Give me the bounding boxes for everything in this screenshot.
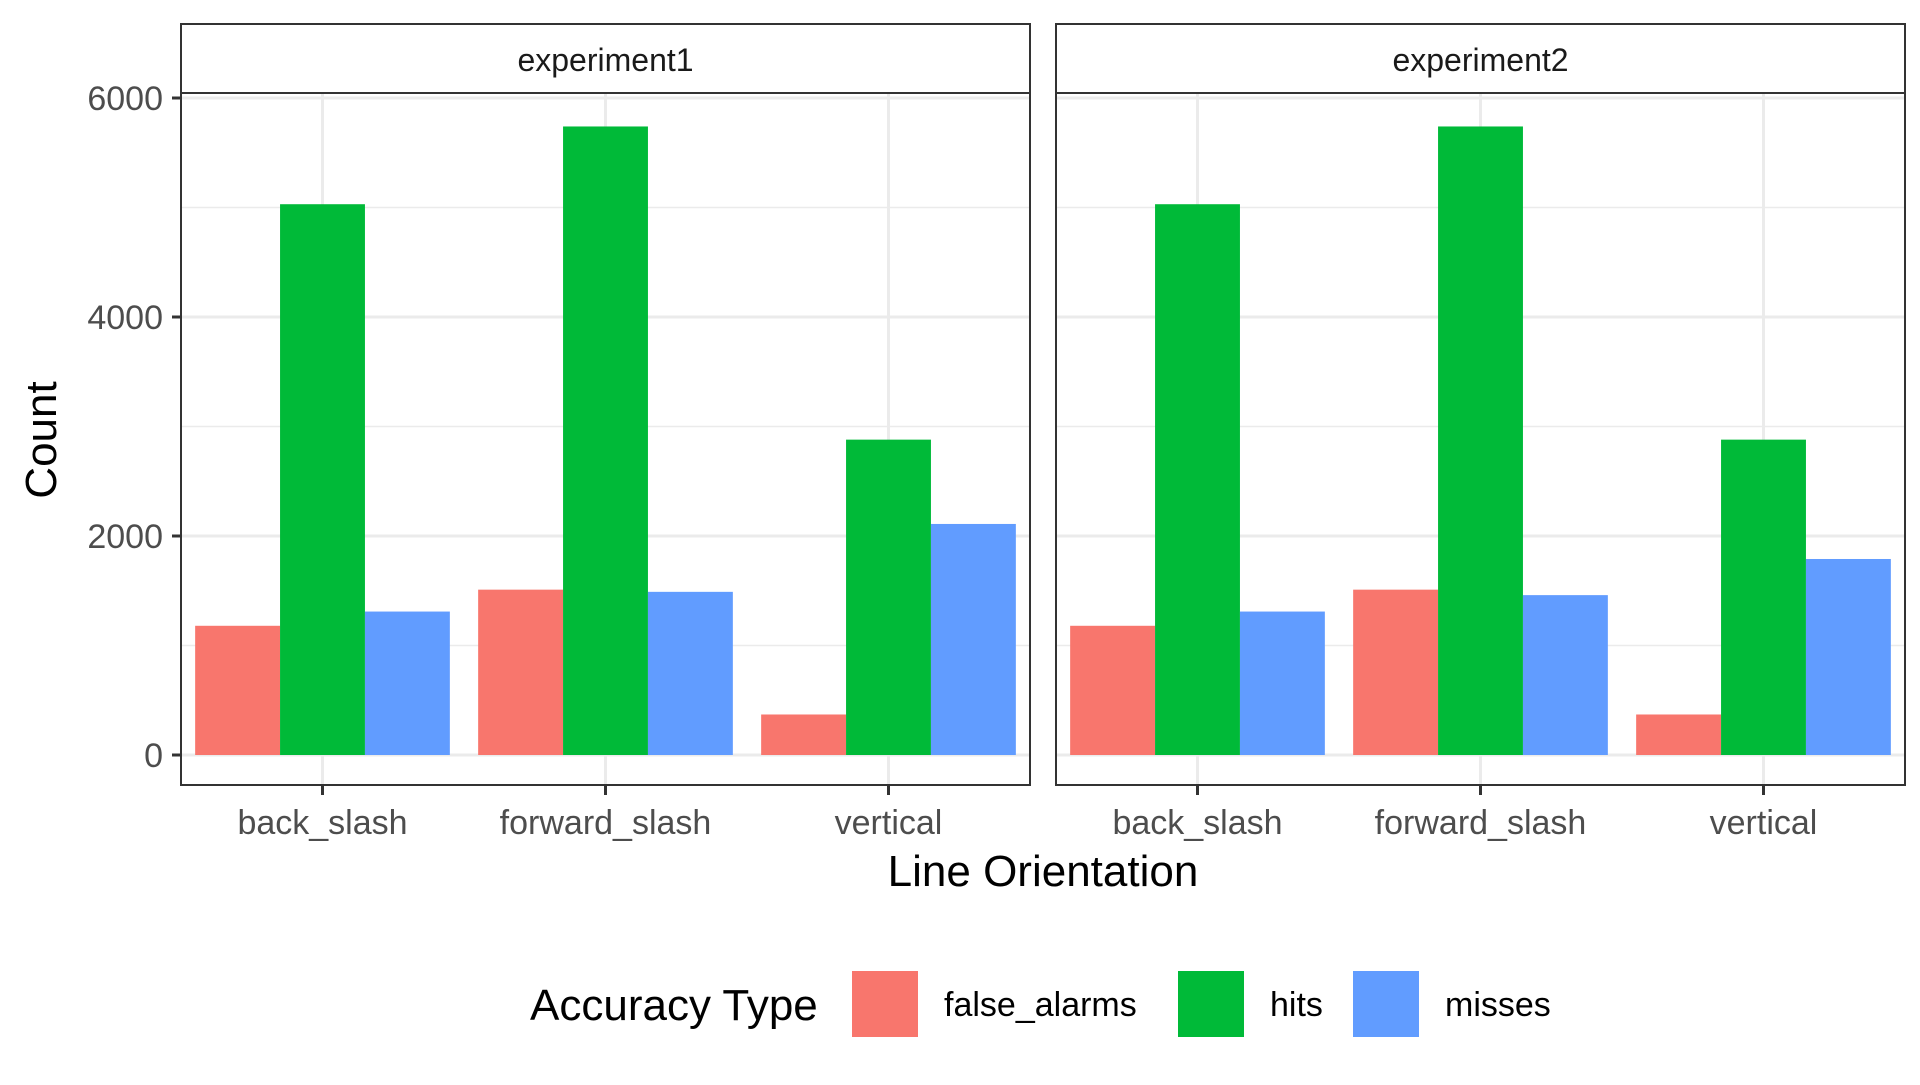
y-tick-label-0: 0: [144, 737, 163, 775]
bar-experiment2-vertical-hits: [1721, 439, 1806, 755]
facet-strip: [1055, 23, 1906, 94]
x-tick-label-vertical: vertical: [835, 804, 943, 842]
bar-experiment2-forward_slash-hits: [1438, 126, 1523, 756]
bar-experiment2-vertical-false_alarms: [1636, 714, 1722, 755]
legend-label-hits: hits: [1270, 986, 1323, 1024]
bar-experiment1-vertical-false_alarms: [761, 714, 847, 755]
y-axis-title: Count: [17, 381, 66, 498]
bar-experiment2-back_slash-misses: [1239, 611, 1325, 755]
panels-layer: experiment1 back_slash forward_slash vertic…: [87, 23, 1906, 842]
bar-experiment1-back_slash-false_alarms: [195, 625, 281, 755]
bar-experiment1-forward_slash-false_alarms: [478, 589, 564, 755]
legend-key-misses: [1353, 971, 1419, 1037]
panel-experiment1: experiment1 back_slash forward_slash vertic…: [87, 23, 1031, 842]
bar-experiment1-vertical-misses: [930, 523, 1016, 755]
bar-experiment1-forward_slash-misses: [647, 591, 733, 755]
legend-key-false_alarms: [852, 971, 918, 1037]
legend: Accuracy Type false_alarms hits misses: [530, 971, 1551, 1037]
bar-experiment2-forward_slash-misses: [1522, 595, 1608, 755]
legend-label-false_alarms: false_alarms: [944, 986, 1137, 1024]
bar-experiment1-back_slash-misses: [364, 611, 450, 755]
y-tick-label-6000: 6000: [87, 80, 163, 118]
x-tick-label-vertical: vertical: [1710, 804, 1818, 842]
x-tick-label-forward_slash: forward_slash: [500, 804, 712, 842]
panel-experiment2: experiment2 back_slash forward_slash vertic…: [1055, 23, 1906, 842]
y-tick-label-2000: 2000: [87, 518, 163, 556]
legend-label-misses: misses: [1445, 986, 1551, 1024]
x-tick-label-back_slash: back_slash: [237, 804, 407, 842]
facet-strip-label: experiment2: [1392, 42, 1568, 78]
axis-layer: Line Orientation Count: [17, 381, 1198, 896]
bar-experiment2-back_slash-false_alarms: [1070, 625, 1156, 755]
legend-key-hits: [1178, 971, 1244, 1037]
bar-experiment2-forward_slash-false_alarms: [1353, 589, 1439, 755]
x-tick-label-back_slash: back_slash: [1112, 804, 1282, 842]
y-tick-label-4000: 4000: [87, 299, 163, 337]
bar-experiment1-vertical-hits: [846, 439, 931, 755]
legend-title: Accuracy Type: [530, 981, 818, 1030]
bar-experiment1-back_slash-hits: [280, 204, 365, 756]
bar-experiment1-forward_slash-hits: [563, 126, 648, 756]
x-tick-label-forward_slash: forward_slash: [1375, 804, 1587, 842]
facet-strip-label: experiment1: [517, 42, 693, 78]
bar-experiment2-back_slash-hits: [1155, 204, 1240, 756]
bar-experiment2-vertical-misses: [1805, 558, 1891, 755]
facet-strip: [180, 23, 1031, 94]
x-axis-title: Line Orientation: [888, 847, 1199, 896]
